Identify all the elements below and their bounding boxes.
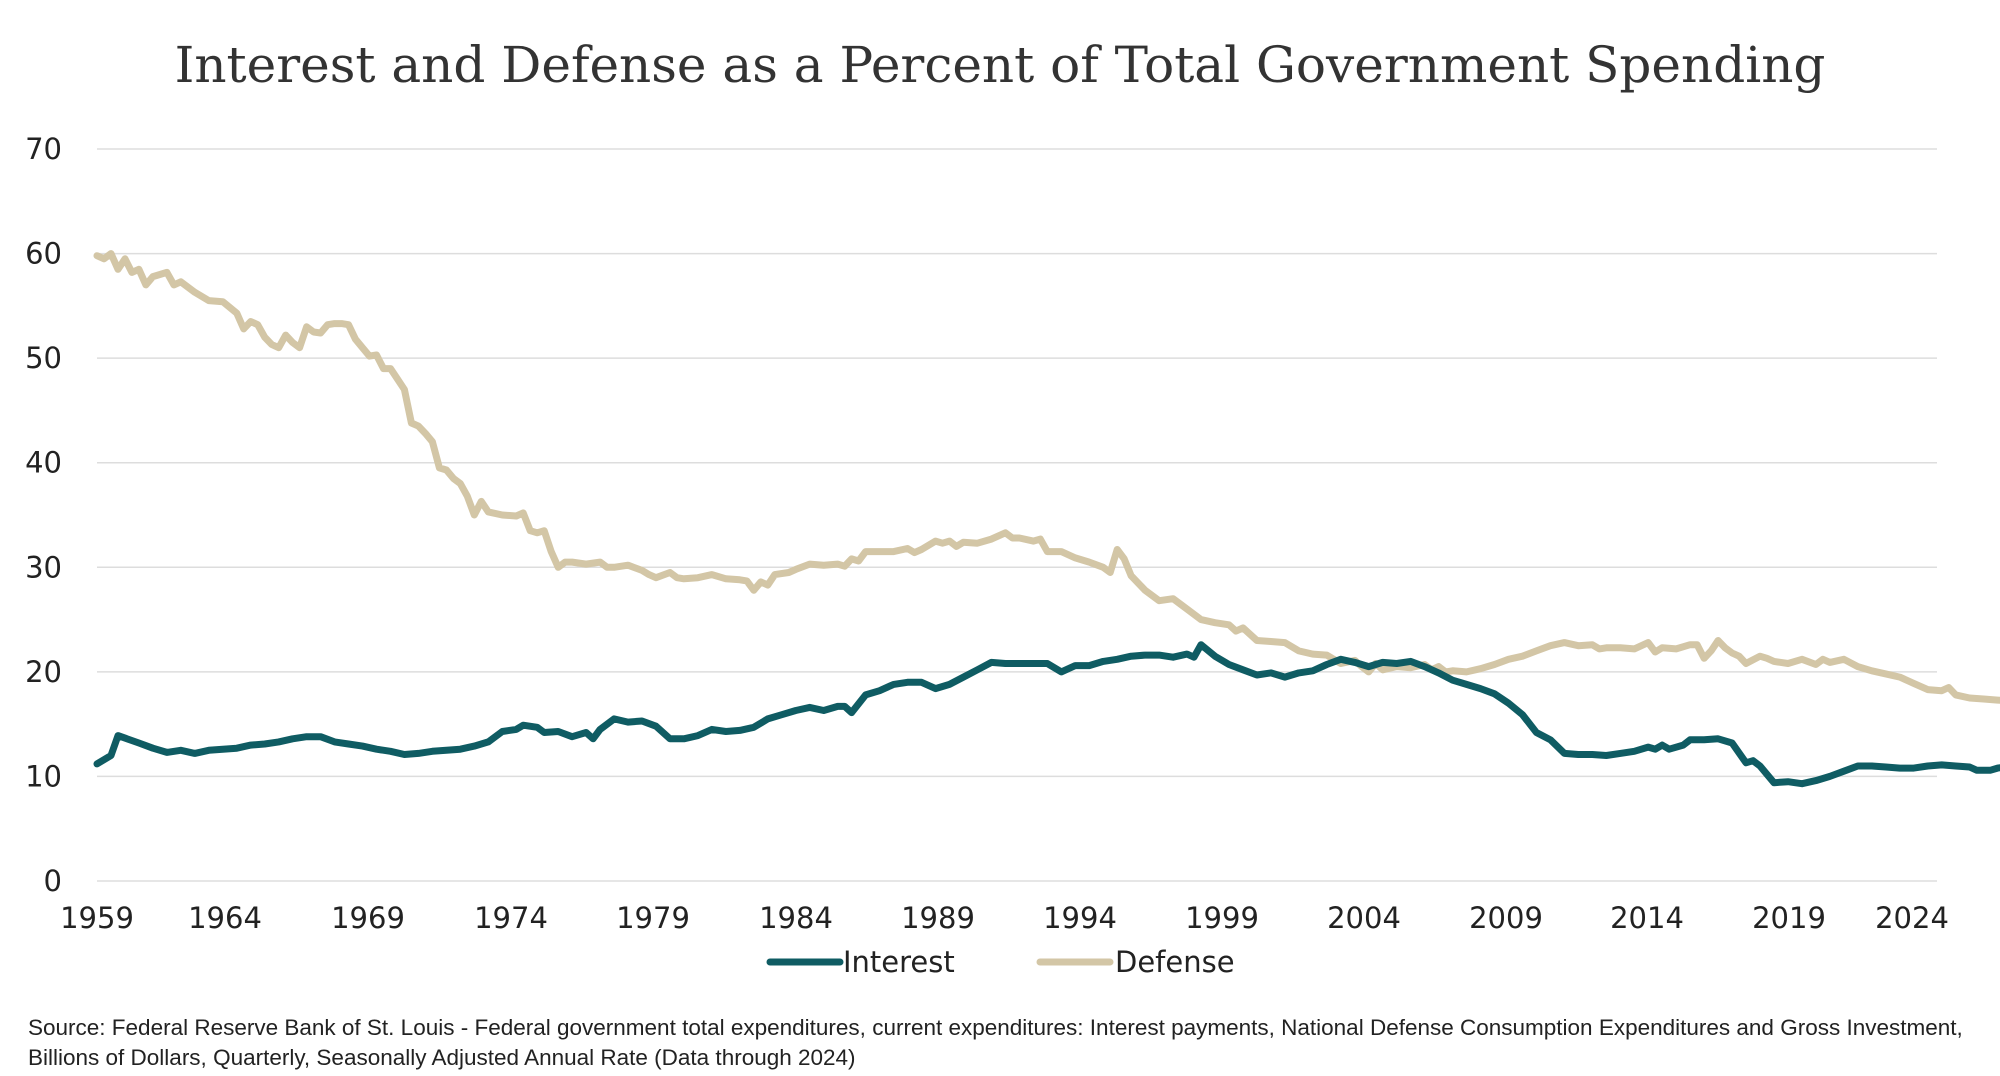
x-tick-label: 2014 xyxy=(1610,901,1684,935)
y-tick-label: 40 xyxy=(25,446,62,480)
legend-label-interest: Interest xyxy=(843,945,955,979)
x-tick-label: 1959 xyxy=(60,901,134,935)
x-tick-label: 2019 xyxy=(1752,901,1826,935)
x-tick-label: 1984 xyxy=(759,901,833,935)
chart-title: Interest and Defense as a Percent of Tot… xyxy=(175,36,1826,94)
x-axis-tick-labels: 1959 1964 1969 1974 1979 1984 1989 1994 1999 2004… xyxy=(60,901,1949,935)
x-tick-label: 1994 xyxy=(1043,901,1117,935)
x-tick-label: 1974 xyxy=(474,901,548,935)
y-tick-label: 60 xyxy=(25,237,62,271)
y-tick-label: 20 xyxy=(25,655,62,689)
x-tick-label: 1964 xyxy=(188,901,262,935)
y-tick-label: 70 xyxy=(25,132,62,166)
y-axis-tick-labels: 0 10 20 30 40 50 60 70 xyxy=(25,132,62,898)
x-tick-label: 1989 xyxy=(901,901,975,935)
series-line-interest xyxy=(93,641,2000,788)
x-tick-label: 1999 xyxy=(1185,901,1259,935)
legend-label-defense: Defense xyxy=(1115,945,1235,979)
source-note: Source: Federal Reserve Bank of St. Loui… xyxy=(28,1015,1963,1070)
y-tick-label: 50 xyxy=(25,341,62,375)
y-tick-label: 0 xyxy=(44,864,62,898)
y-tick-label: 30 xyxy=(25,550,62,584)
x-tick-label: 1969 xyxy=(331,901,405,935)
legend: Interest Defense xyxy=(766,945,1235,979)
x-tick-label: 2024 xyxy=(1875,901,1949,935)
x-tick-label: 1979 xyxy=(616,901,690,935)
series-line-defense xyxy=(93,250,2000,704)
y-tick-label: 10 xyxy=(25,759,62,793)
gridlines xyxy=(97,148,1937,882)
x-tick-label: 2009 xyxy=(1469,901,1543,935)
x-tick-label: 2004 xyxy=(1327,901,1401,935)
series-lines xyxy=(93,250,2000,788)
